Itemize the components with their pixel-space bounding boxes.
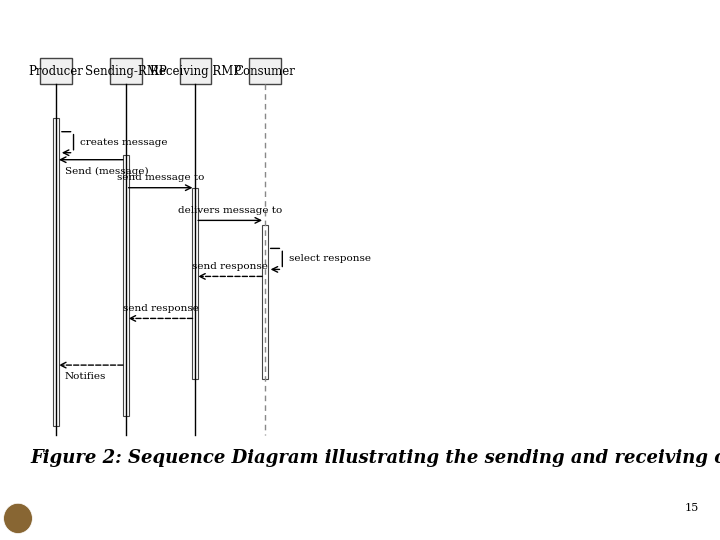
Text: Notifies: Notifies <box>65 372 107 381</box>
Text: Sending-RMP: Sending-RMP <box>85 64 166 78</box>
Text: creates message: creates message <box>80 138 167 147</box>
FancyBboxPatch shape <box>249 58 281 84</box>
Text: select response: select response <box>289 254 371 264</box>
Text: delivers message to: delivers message to <box>178 206 282 215</box>
FancyBboxPatch shape <box>179 58 211 84</box>
Bar <box>123 155 129 416</box>
Text: 15: 15 <box>684 503 698 514</box>
Text: send response: send response <box>192 262 268 271</box>
Bar <box>262 225 268 379</box>
Text: send response: send response <box>122 304 199 313</box>
Text: Receiving RMP: Receiving RMP <box>150 64 241 78</box>
Text: Secure System s Research Group - FAU: Secure System s Research Group - FAU <box>58 514 266 523</box>
Text: send message to: send message to <box>117 173 204 182</box>
Text: Send (message): Send (message) <box>65 167 148 176</box>
Text: Figure 2: Sequence Diagram illustrating the sending and receiving of a Reliable : Figure 2: Sequence Diagram illustrating … <box>31 449 720 467</box>
Ellipse shape <box>4 503 32 534</box>
Text: Producer: Producer <box>29 64 84 78</box>
Bar <box>53 118 59 426</box>
FancyBboxPatch shape <box>110 58 142 84</box>
Bar <box>192 188 198 379</box>
FancyBboxPatch shape <box>40 58 72 84</box>
Text: Consumer: Consumer <box>235 64 295 78</box>
